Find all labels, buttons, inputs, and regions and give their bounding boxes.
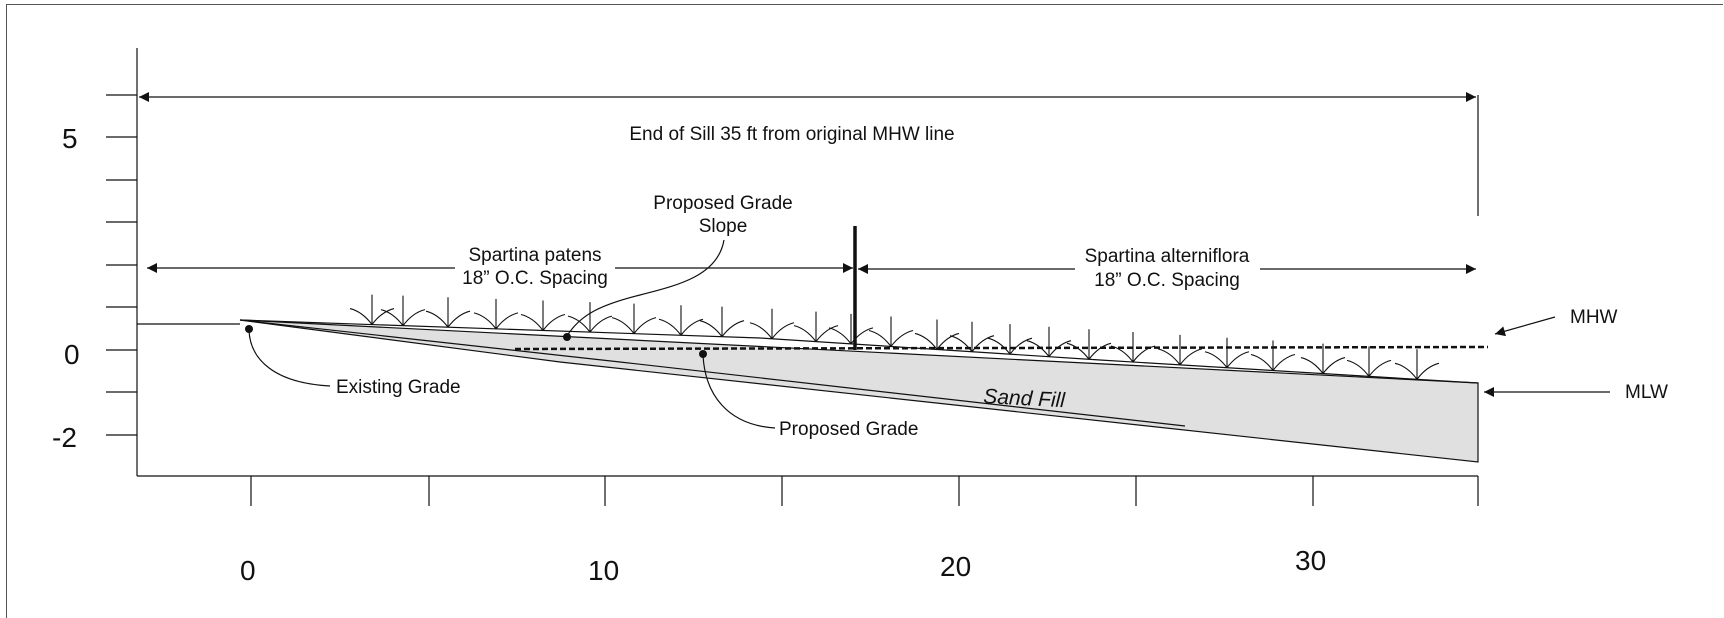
proposed-grade-slope-label-2: Slope [699,216,748,237]
spartina-plant-icon [1394,349,1440,380]
mhw-label: MHW [1570,307,1618,328]
mhw-arrow [1494,316,1556,337]
spartina-plant-icon [567,302,613,333]
sand-fill-area [239,319,1479,463]
y-tick-label-0: 0 [64,339,80,370]
existing-grade-dot [245,325,253,333]
spartina-plant-icon [380,295,426,326]
mhw-dashed-line [514,345,1489,351]
y-tick-label-5: 5 [62,123,78,154]
y-axis-ticks [106,94,137,436]
diagram-frame [6,4,1723,618]
y-tick-label-neg2: -2 [52,422,77,453]
spartina-plant-icon [949,321,995,353]
sand-fill-label: Sand Fill [983,385,1067,412]
spartina-plant-icon [1250,340,1296,371]
spartina-plant-icon [1110,332,1156,363]
x-tick-label-0: 0 [240,555,256,586]
existing-grade-label: Existing Grade [336,377,461,398]
x-tick-label-10: 10 [588,555,619,586]
x-tick-label-20: 20 [940,551,971,582]
patens-spacing-label: 18” O.C. Spacing [462,268,608,289]
spartina-plant-icon [658,305,704,336]
spartina-plant-icon [987,324,1033,355]
mlw-label: MLW [1625,382,1668,403]
spartina-plant-icon [749,308,795,340]
existing-grade-leader [248,329,331,387]
alterniflora-name-label: Spartina alterniflora [1085,246,1250,267]
spartina-plant-icon [1346,346,1392,377]
spartina-plant-icon [473,298,519,330]
spartina-plant-icon [793,311,839,342]
x-axis-ticks [250,476,1479,506]
spartina-plant-icon [868,316,914,347]
proposed-grade-dot [699,350,707,358]
spartina-plant-icon [611,303,657,334]
alterniflora-spacing-label: 18” O.C. Spacing [1094,270,1240,291]
patens-name-label: Spartina patens [468,245,601,266]
proposed-grade-slope-dot [563,333,571,341]
sill-length-label: End of Sill 35 ft from original MHW line [629,124,954,145]
spartina-plant-icon [1300,343,1346,374]
spartina-plant-icon [1066,329,1112,360]
spartina-plant-icon [1204,337,1250,369]
x-tick-label-30: 30 [1295,545,1326,576]
spartina-plant-icon [349,294,395,325]
spartina-plant-icon [699,306,745,338]
proposed-grade-slope-label-1: Proposed Grade [653,193,792,214]
spartina-plant-icon [1026,326,1072,358]
spartina-plants [349,294,1440,380]
existing-grade-line [239,319,1186,427]
spartina-plant-icon [1157,334,1203,366]
spartina-plant-icon [425,297,471,328]
spartina-plant-icon [828,313,874,345]
proposed-grade-leader [702,354,776,429]
spartina-plant-icon [520,300,566,331]
spartina-plant-icon [914,319,960,350]
proposed-grade-label: Proposed Grade [779,419,918,440]
proposed-grade-slope-leader [566,239,725,337]
